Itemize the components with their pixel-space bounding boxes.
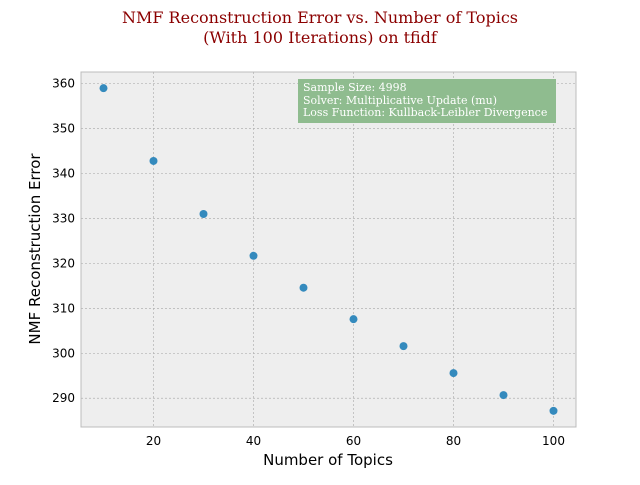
y-tick-label: 360 — [52, 77, 75, 91]
annotation-line-1: Sample Size: 4998 — [303, 81, 407, 94]
annotation-line-3: Loss Function: Kullback-Leibler Divergen… — [303, 106, 547, 119]
data-point — [549, 406, 558, 415]
y-tick-label: 300 — [52, 346, 75, 360]
annotation-background — [298, 79, 556, 123]
y-tick-label: 350 — [52, 122, 75, 136]
x-tick-label: 20 — [146, 434, 161, 448]
x-tick-label: 80 — [446, 434, 461, 448]
plot-area — [80, 71, 577, 428]
y-tick-label: 320 — [52, 256, 75, 270]
data-point — [349, 315, 358, 324]
chart-title-line-1: NMF Reconstruction Error vs. Number of T… — [122, 8, 518, 27]
x-axis-label: Number of Topics — [263, 451, 393, 469]
annotation-line-2: Solver: Multiplicative Update (mu) — [303, 94, 497, 107]
chart-title-line-2: (With 100 Iterations) on tfidf — [203, 28, 438, 47]
x-tick-label: 40 — [246, 434, 261, 448]
data-point — [299, 283, 308, 292]
points-layer — [99, 84, 558, 415]
data-point — [199, 210, 208, 218]
y-tick-label: 310 — [52, 301, 75, 315]
data-point — [249, 251, 258, 260]
x-tick-label: 100 — [542, 434, 565, 448]
y-axis-label: NMF Reconstruction Error — [26, 153, 44, 345]
data-point — [449, 369, 458, 378]
annotation-box: Sample Size: 4998 Solver: Multiplicative… — [298, 79, 556, 123]
data-point — [99, 84, 108, 93]
y-tick-label: 330 — [52, 211, 75, 225]
ticks-layer: 20 40 60 80 100 290 300 310 320 330 340 350 360 — [52, 77, 565, 448]
data-point — [149, 156, 158, 165]
plot-background — [80, 71, 577, 428]
data-point — [499, 391, 508, 400]
y-tick-label: 340 — [52, 167, 75, 181]
data-point — [399, 342, 408, 351]
x-tick-label: 60 — [346, 434, 361, 448]
grid-layer — [81, 72, 576, 427]
y-tick-label: 290 — [52, 391, 75, 405]
